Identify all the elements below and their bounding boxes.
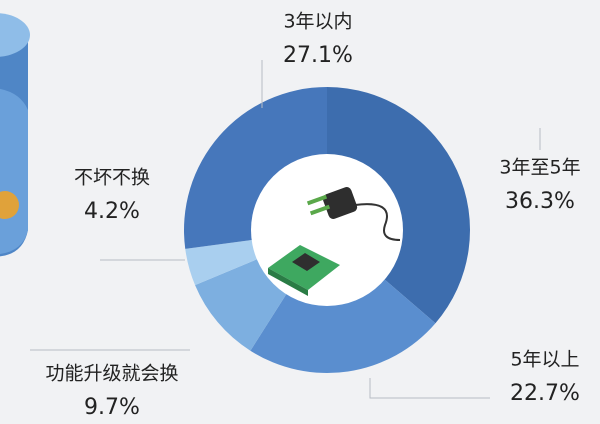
slice [185,239,258,286]
value-label: 22.7% [510,381,580,406]
value-label: 36.3% [505,189,575,214]
slice-label: 功能升级就会换 [45,363,178,385]
leader-line [369,378,490,399]
center-icon [251,154,403,306]
slice-label: 5年以上 [510,349,579,371]
slice-label: 不坏不换 [74,167,150,189]
slice-label: 3年以内 [283,11,352,33]
slice [184,87,327,249]
value-label: 9.7% [84,395,140,420]
value-label: 4.2% [84,199,140,224]
slice-label: 3年至5年 [499,157,580,179]
value-label: 27.1% [283,43,353,68]
slice [195,258,287,351]
slice [250,278,436,373]
labels: 3年至5年 36.3% 5年以上 22.7% 功能升级就会换 9.7% 不坏不换 4.2% 3年… [30,11,581,420]
decoration [0,13,30,257]
